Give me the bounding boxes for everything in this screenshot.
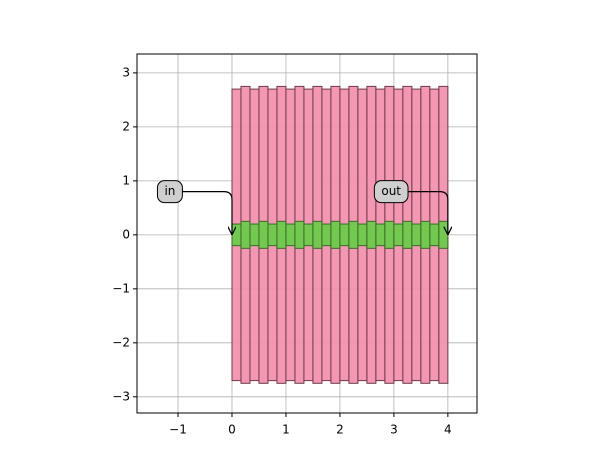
- shape-cell: [402, 220, 413, 249]
- y-tick-label: 0: [122, 227, 130, 241]
- annotation-arrow: [182, 191, 232, 235]
- shape-cell: [339, 223, 350, 247]
- shape-cell: [303, 223, 314, 247]
- plot-frame: [136, 53, 478, 414]
- y-tick-label: 1: [122, 173, 130, 187]
- shape-cell: [267, 223, 278, 247]
- shape-cell: [240, 220, 251, 249]
- y-tick-label: 2: [122, 119, 130, 133]
- x-tick-label: 3: [390, 423, 398, 437]
- shape-cell: [249, 223, 260, 247]
- x-tick-label: 0: [228, 423, 236, 437]
- y-tick-label: −2: [112, 335, 130, 349]
- shape-cell: [312, 220, 323, 249]
- shape-cell: [429, 223, 440, 247]
- shape-cell: [384, 220, 395, 249]
- x-tick-label: −1: [169, 423, 187, 437]
- y-tick-label: −1: [112, 281, 130, 295]
- shape-cell: [294, 220, 305, 249]
- shape-cell: [420, 220, 431, 249]
- shape-cell: [285, 223, 296, 247]
- annotation-arrow: [408, 191, 448, 235]
- y-tick-label: 3: [122, 65, 130, 79]
- shape-cell: [276, 220, 287, 249]
- shape-cell: [375, 223, 386, 247]
- shape-cell: [438, 220, 449, 249]
- annotation-label: out: [381, 184, 401, 198]
- x-tick-label: 4: [444, 423, 452, 437]
- shape-cell: [411, 223, 422, 247]
- shape-cell: [366, 220, 377, 249]
- x-tick-label: 2: [336, 423, 344, 437]
- annotation-label: in: [164, 184, 175, 198]
- x-tick-label: 1: [282, 423, 290, 437]
- shape-cell: [321, 223, 332, 247]
- shape-cell: [330, 220, 341, 249]
- shape-cell: [258, 220, 269, 249]
- shape-cell: [393, 223, 404, 247]
- shape-cell: [348, 220, 359, 249]
- shape-cell: [231, 223, 242, 247]
- shape-cell: [357, 223, 368, 247]
- y-tick-label: −3: [112, 389, 130, 403]
